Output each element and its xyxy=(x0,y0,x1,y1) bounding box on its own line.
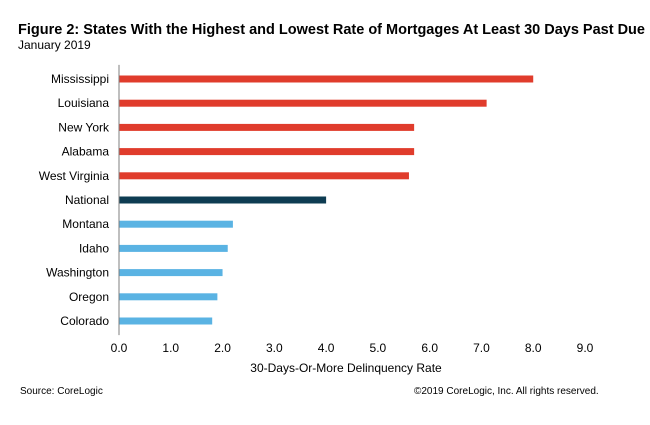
source-note: Source: CoreLogic xyxy=(20,386,103,397)
bar-alabama xyxy=(119,148,415,156)
x-tick-label: 9.0 xyxy=(577,341,594,355)
bar-national xyxy=(119,196,327,204)
category-label-idaho: Idaho xyxy=(79,241,109,255)
category-label-washington: Washington xyxy=(46,266,109,280)
category-label-oregon: Oregon xyxy=(69,290,109,304)
category-label-mississippi: Mississippi xyxy=(51,72,109,86)
chart-subtitle: January 2019 xyxy=(18,38,91,52)
chart-title: Figure 2: States With the Highest and Lo… xyxy=(18,22,645,38)
category-label-west-virginia: West Virginia xyxy=(39,169,110,183)
x-tick-label: 2.0 xyxy=(214,341,231,355)
copyright-note: ©2019 CoreLogic, Inc. All rights reserve… xyxy=(414,386,599,397)
category-label-colorado: Colorado xyxy=(60,314,109,328)
category-label-alabama: Alabama xyxy=(62,145,110,159)
x-tick-label: 4.0 xyxy=(318,341,335,355)
x-tick-label: 3.0 xyxy=(266,341,283,355)
bar-louisiana xyxy=(119,99,487,107)
bar-montana xyxy=(119,220,233,228)
bar-mississippi xyxy=(119,75,534,83)
x-tick-label: 7.0 xyxy=(473,341,490,355)
bar-washington xyxy=(119,269,223,277)
category-label-montana: Montana xyxy=(62,217,109,231)
bar-new-york xyxy=(119,123,415,131)
x-tick-label: 6.0 xyxy=(421,341,438,355)
bar-oregon xyxy=(119,293,218,301)
x-axis-label: 30-Days-Or-More Delinquency Rate xyxy=(250,361,442,375)
x-tick-label: 0.0 xyxy=(111,341,128,355)
x-tick-label: 8.0 xyxy=(525,341,542,355)
x-tick-label: 5.0 xyxy=(370,341,387,355)
category-label-national: National xyxy=(65,193,109,207)
bar-idaho xyxy=(119,244,228,252)
bar-west-virginia xyxy=(119,172,409,180)
x-tick-label: 1.0 xyxy=(162,341,179,355)
category-label-louisiana: Louisiana xyxy=(58,96,110,110)
category-label-new-york: New York xyxy=(58,120,110,134)
bar-colorado xyxy=(119,317,213,325)
